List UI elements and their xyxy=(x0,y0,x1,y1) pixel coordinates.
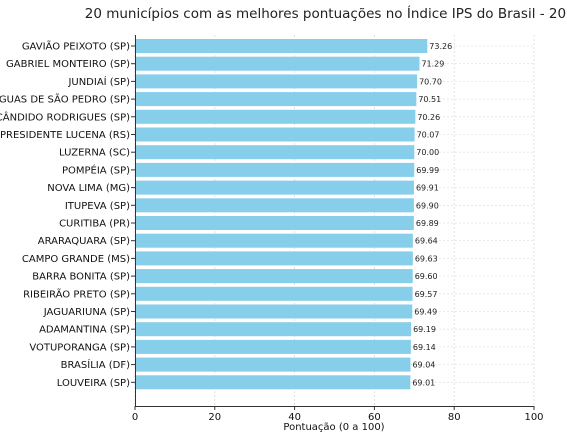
bar xyxy=(135,375,411,390)
x-tick-label: 60 xyxy=(368,412,381,423)
bar xyxy=(135,322,412,337)
value-label: 69.49 xyxy=(414,308,437,317)
value-label: 69.60 xyxy=(415,272,438,281)
value-label: 69.89 xyxy=(416,219,439,228)
category-label: NOVA LIMA (MG) xyxy=(47,183,130,194)
bar xyxy=(135,74,418,89)
value-label: 70.70 xyxy=(419,77,442,86)
x-axis-ticks: 0 20 40 60 80 100 xyxy=(132,406,544,423)
bar xyxy=(135,233,413,248)
category-label: JUNDIAÍ (SP) xyxy=(67,75,130,88)
bar xyxy=(135,145,415,160)
category-label: GABRIEL MONTEIRO (SP) xyxy=(6,59,130,70)
value-label: 69.91 xyxy=(416,184,439,193)
value-label: 70.51 xyxy=(418,95,441,104)
category-label: CURITIBA (PR) xyxy=(59,219,130,230)
value-label: 73.26 xyxy=(429,42,452,51)
x-tick-label: 80 xyxy=(448,412,461,423)
value-label: 69.57 xyxy=(415,290,438,299)
bar xyxy=(135,180,414,195)
category-label: LUZERNA (SC) xyxy=(59,148,130,159)
value-label: 69.64 xyxy=(415,237,438,246)
x-tick-label: 20 xyxy=(208,412,221,423)
bar xyxy=(135,339,411,354)
value-label: 69.01 xyxy=(412,378,435,387)
category-label: ARARAQUARA (SP) xyxy=(38,236,130,247)
value-label: 69.63 xyxy=(415,254,438,263)
bar xyxy=(135,269,413,284)
category-label: CAMPO GRANDE (MS) xyxy=(22,254,130,265)
bar xyxy=(135,109,416,124)
chart-title: 20 municípios com as melhores pontuações… xyxy=(85,5,567,22)
bar xyxy=(135,198,414,213)
value-label: 69.99 xyxy=(416,166,439,175)
category-label: BARRA BONITA (SP) xyxy=(32,272,130,283)
x-tick-label: 40 xyxy=(288,412,301,423)
bar xyxy=(135,357,411,372)
bar xyxy=(135,92,417,107)
category-label: BRASÍLIA (DF) xyxy=(61,358,130,371)
category-label: POMPÉIA (SP) xyxy=(62,163,130,176)
category-label: ADAMANTINA (SP) xyxy=(39,325,130,336)
bar xyxy=(135,162,415,177)
category-label: LOUVEIRA (SP) xyxy=(57,378,130,389)
category-label: ÁGUAS DE SÃO PEDRO (SP) xyxy=(0,93,130,106)
value-label: 71.29 xyxy=(421,60,444,69)
category-label: PRESIDENTE LUCENA (RS) xyxy=(0,130,130,141)
category-label: ITUPEVA (SP) xyxy=(65,201,130,212)
category-label: CÂNDIDO RODRIGUES (SP) xyxy=(0,110,130,123)
value-label: 69.19 xyxy=(413,325,436,334)
category-label: JAGUARIUNA (SP) xyxy=(43,307,130,318)
category-label: GAVIÃO PEIXOTO (SP) xyxy=(22,40,130,53)
category-labels: GAVIÃO PEIXOTO (SP) GABRIEL MONTEIRO (SP)… xyxy=(0,40,135,389)
x-tick-label: 0 xyxy=(132,412,138,423)
grid xyxy=(134,35,535,406)
value-label: 70.07 xyxy=(417,131,440,140)
bar xyxy=(135,39,428,53)
x-tick-label: 100 xyxy=(524,412,543,423)
value-label: 69.90 xyxy=(416,201,439,210)
value-label: 70.00 xyxy=(416,148,439,157)
x-axis-label: Pontuação (0 a 100) xyxy=(283,422,384,433)
value-label: 69.14 xyxy=(413,343,436,352)
value-labels: 73.26 71.29 70.70 70.51 70.26 70.07 70.00 69.99… xyxy=(412,42,452,387)
category-label: VOTUPORANGA (SP) xyxy=(29,342,130,353)
bar xyxy=(135,286,413,301)
bar xyxy=(135,304,413,319)
category-label: RIBEIRÃO PRETO (SP) xyxy=(23,287,130,300)
value-label: 70.26 xyxy=(417,113,440,122)
bar xyxy=(135,127,415,142)
value-label: 69.04 xyxy=(412,361,435,370)
bar xyxy=(135,216,414,230)
bar xyxy=(135,56,420,71)
bar xyxy=(135,251,413,266)
bars xyxy=(135,39,428,390)
